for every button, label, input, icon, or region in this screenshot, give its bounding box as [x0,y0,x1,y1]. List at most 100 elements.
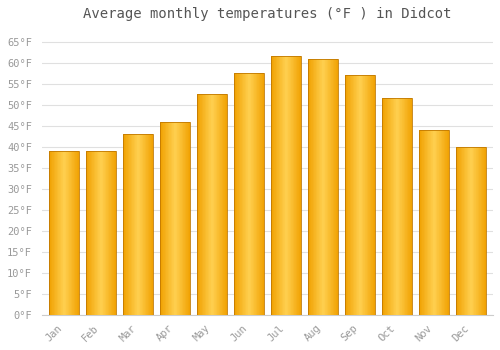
Bar [272,56,273,315]
Bar [443,130,444,315]
Bar [122,134,124,315]
Bar [126,134,127,315]
Bar [224,94,225,315]
Bar [300,56,301,315]
Bar [96,151,97,315]
Bar [204,94,205,315]
Bar [431,130,432,315]
Bar [401,98,402,315]
Bar [53,151,54,315]
Bar [382,98,383,315]
Bar [477,147,478,315]
Bar [248,73,249,315]
Bar [244,73,245,315]
Bar [290,56,292,315]
Bar [223,94,224,315]
Bar [480,147,481,315]
Bar [333,58,334,315]
Bar [482,147,483,315]
Bar [234,73,264,315]
Bar [315,58,316,315]
Bar [238,73,239,315]
Bar [344,75,346,315]
Bar [225,94,226,315]
Bar [334,58,335,315]
Bar [329,58,330,315]
Bar [185,121,186,315]
Bar [466,147,467,315]
Bar [260,73,261,315]
Bar [78,151,79,315]
Bar [234,73,235,315]
Bar [187,121,188,315]
Bar [175,121,176,315]
Bar [373,75,374,315]
Bar [90,151,91,315]
Bar [254,73,255,315]
Bar [97,151,98,315]
Bar [240,73,241,315]
Bar [384,98,386,315]
Bar [398,98,400,315]
Bar [173,121,174,315]
Bar [144,134,145,315]
Bar [456,147,486,315]
Bar [152,134,153,315]
Bar [105,151,106,315]
Bar [447,130,448,315]
Bar [283,56,284,315]
Bar [438,130,440,315]
Bar [132,134,133,315]
Bar [125,134,126,315]
Bar [140,134,141,315]
Bar [429,130,430,315]
Bar [88,151,90,315]
Bar [354,75,355,315]
Bar [470,147,471,315]
Bar [458,147,460,315]
Bar [141,134,142,315]
Bar [400,98,401,315]
Bar [327,58,328,315]
Bar [471,147,472,315]
Bar [366,75,367,315]
Bar [407,98,408,315]
Bar [308,58,309,315]
Bar [351,75,352,315]
Bar [404,98,406,315]
Title: Average monthly temperatures (°F ) in Didcot: Average monthly temperatures (°F ) in Di… [83,7,452,21]
Bar [396,98,397,315]
Bar [425,130,426,315]
Bar [75,151,76,315]
Bar [98,151,99,315]
Bar [134,134,135,315]
Bar [328,58,329,315]
Bar [273,56,274,315]
Bar [475,147,476,315]
Bar [299,56,300,315]
Bar [356,75,357,315]
Bar [112,151,113,315]
Bar [246,73,247,315]
Bar [48,151,50,315]
Bar [127,134,128,315]
Bar [319,58,320,315]
Bar [261,73,262,315]
Bar [372,75,373,315]
Bar [382,98,412,315]
Bar [426,130,427,315]
Bar [276,56,277,315]
Bar [483,147,484,315]
Bar [174,121,175,315]
Bar [65,151,66,315]
Bar [391,98,392,315]
Bar [219,94,220,315]
Bar [284,56,286,315]
Bar [226,94,227,315]
Bar [221,94,222,315]
Bar [77,151,78,315]
Bar [183,121,184,315]
Bar [109,151,110,315]
Bar [362,75,363,315]
Bar [200,94,201,315]
